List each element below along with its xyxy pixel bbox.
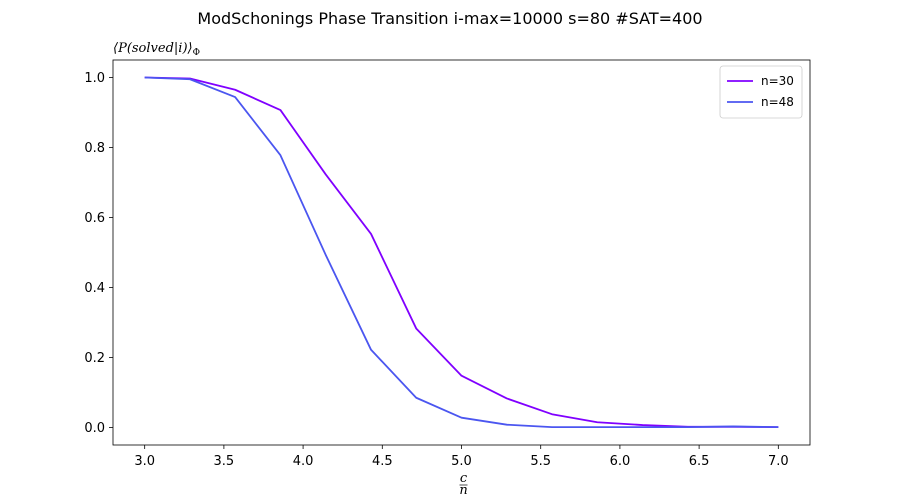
series-line-n=30: [144, 76, 779, 429]
plot-area: 3.0 3.5 4.0 4.5 5.0 5.5 6.0 6.5 7.0 0.0 0.2 0.4 0.6 0…: [84, 41, 811, 498]
legend-entry-label: n=48: [761, 95, 794, 109]
chart-title: ModSchonings Phase Transition i-max=1000…: [197, 9, 702, 28]
x-axis-label-numerator: c: [460, 471, 468, 486]
x-tick-label: 4.0: [293, 454, 314, 469]
x-tick-label: 6.5: [689, 454, 710, 469]
x-axis-label: cn: [459, 471, 468, 498]
x-tick-label: 5.5: [530, 454, 551, 469]
x-axis-label-denominator: n: [459, 483, 467, 498]
series-line-n=48: [144, 76, 779, 429]
y-tick-label: 0.8: [84, 141, 105, 156]
y-tick-label: 0.2: [84, 351, 105, 366]
x-tick-label: 6.0: [610, 454, 631, 469]
y-tick-label: 1.0: [84, 71, 105, 86]
y-tick-label: 0.4: [84, 281, 105, 296]
x-tick-label: 3.5: [214, 454, 235, 469]
x-tick-label: 4.5: [372, 454, 393, 469]
legend-entry-label: n=30: [761, 74, 794, 88]
x-tick-label: 3.0: [134, 454, 155, 469]
y-tick-label: 0.6: [84, 211, 105, 226]
legend: n=30 n=48: [719, 65, 803, 119]
plot-frame: [112, 59, 811, 446]
legend-box: [719, 65, 803, 119]
y-axis-label: ⟨P(solved|i)⟩Φ: [113, 41, 200, 58]
y-tick-label: 0.0: [84, 421, 105, 436]
x-tick-label: 5.0: [451, 454, 472, 469]
x-tick-label: 7.0: [768, 454, 789, 469]
